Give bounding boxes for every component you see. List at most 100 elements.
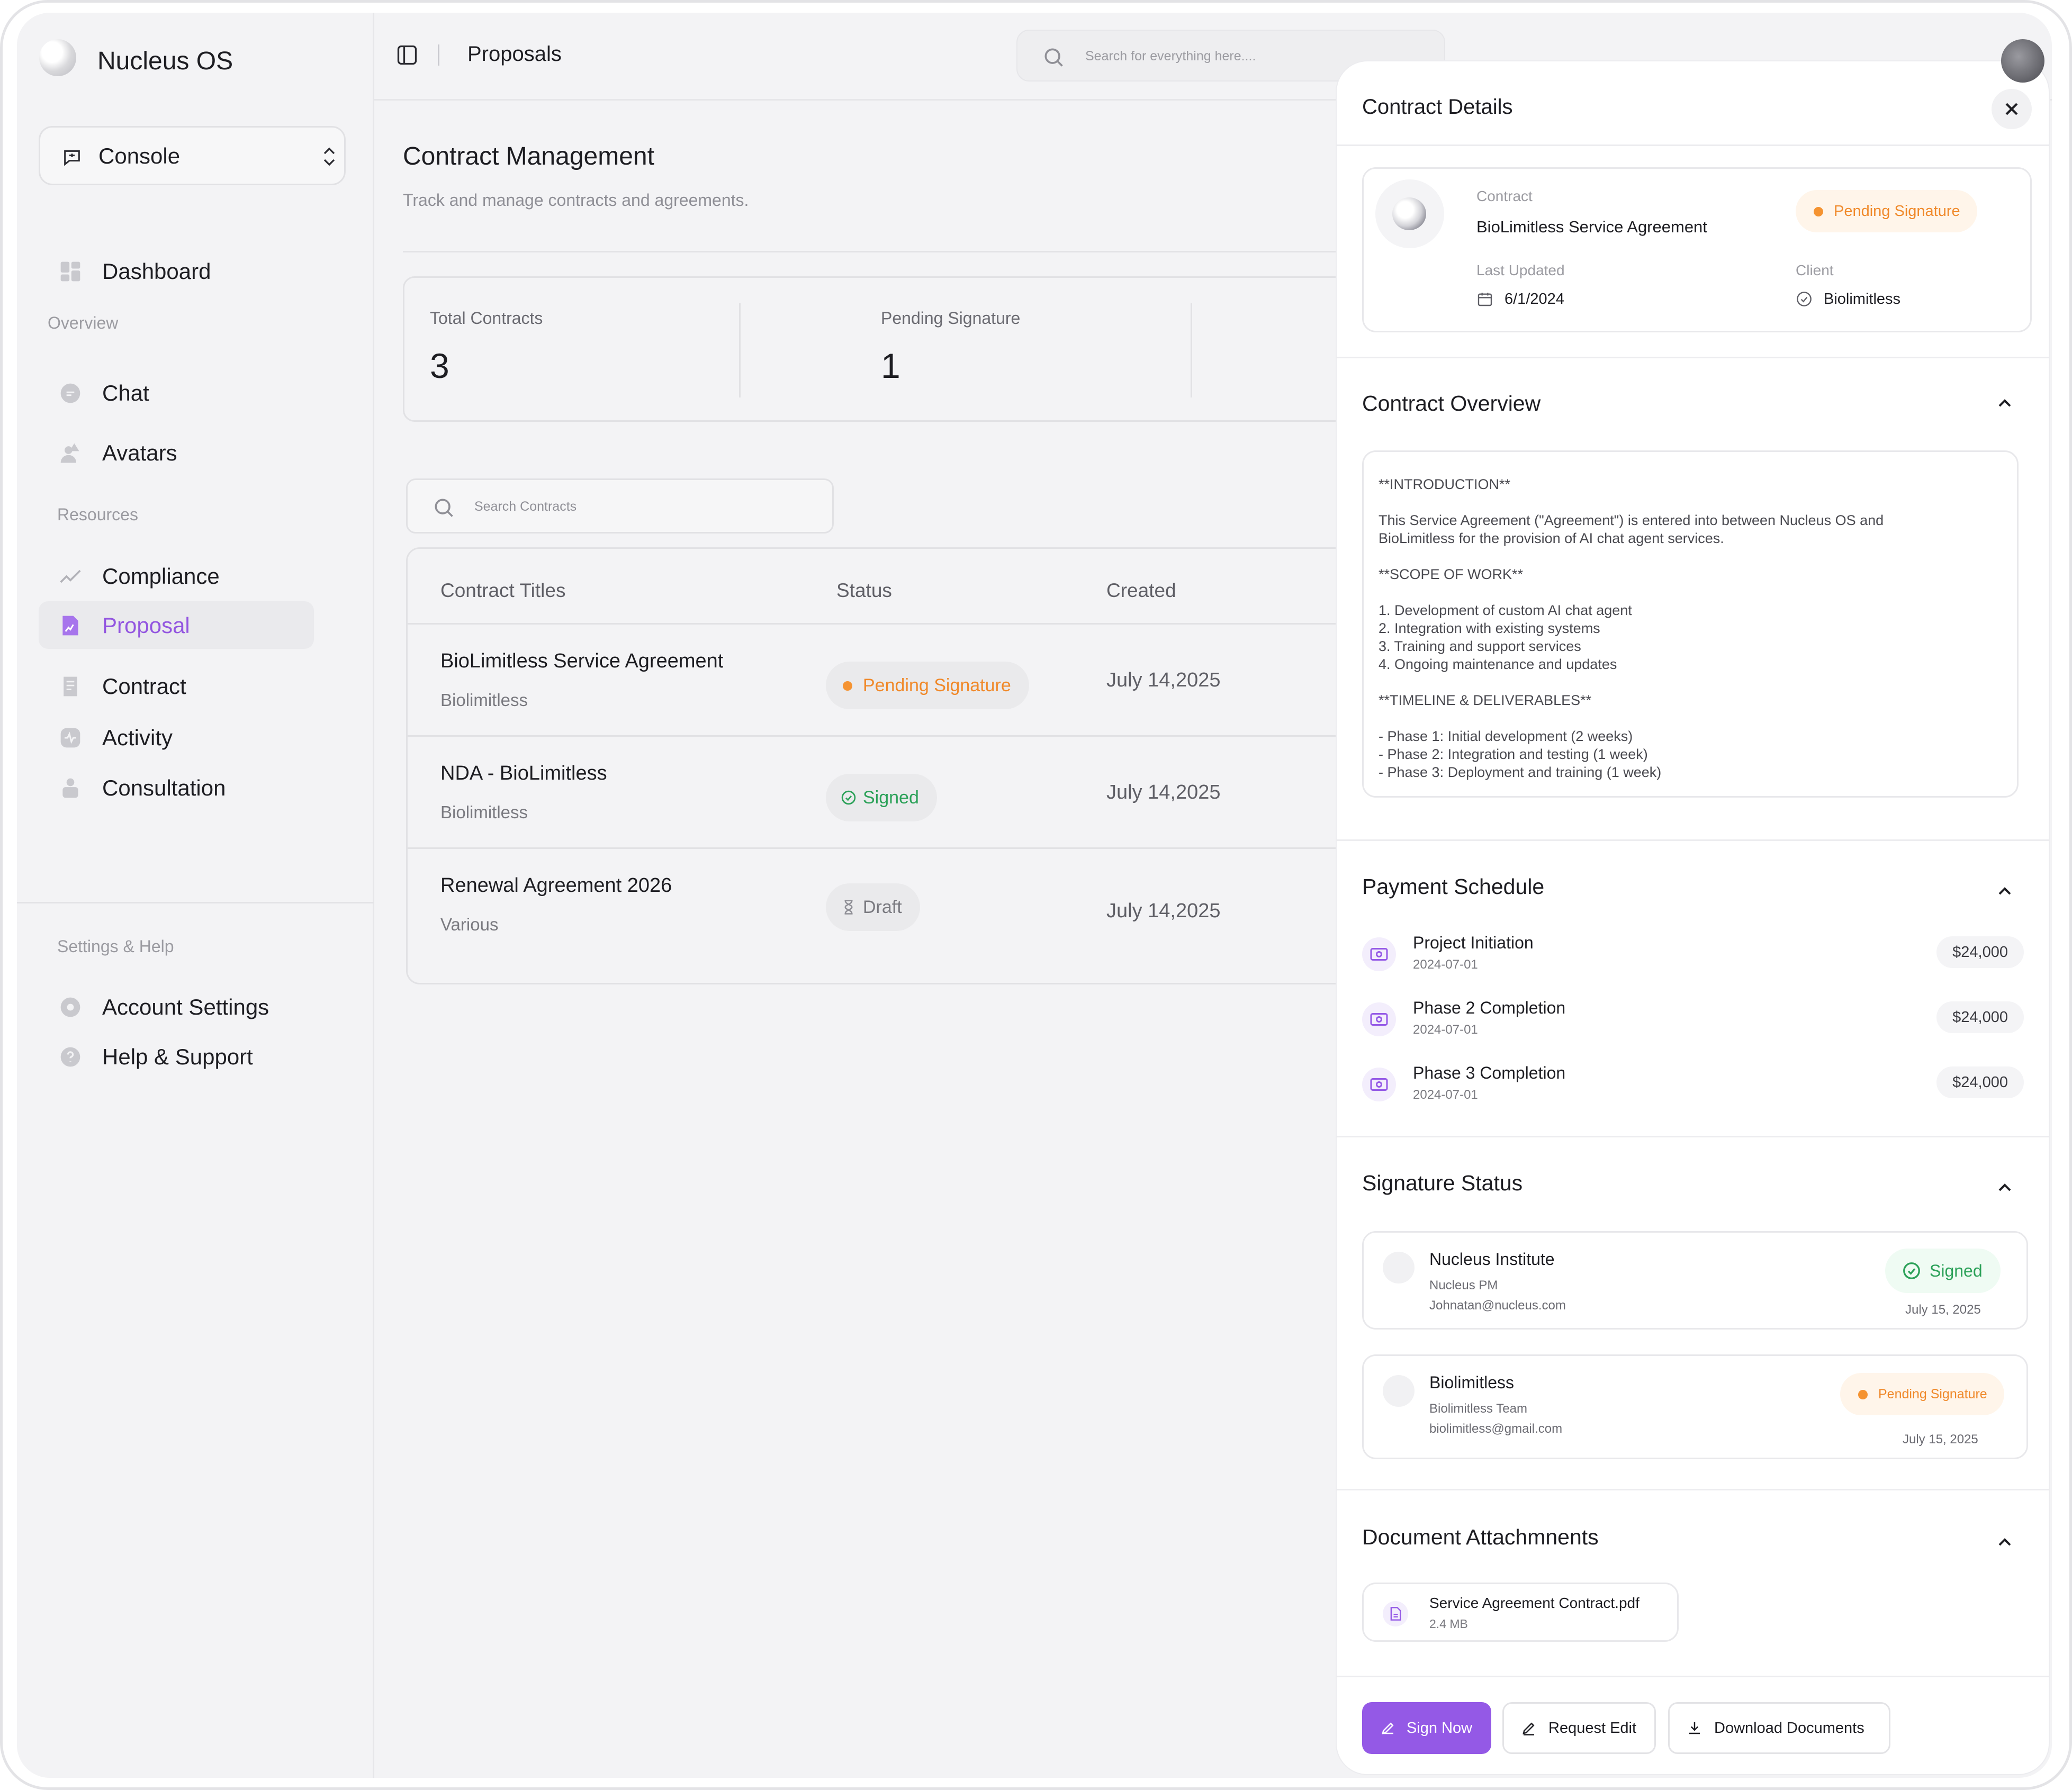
money-icon [1362, 937, 1396, 971]
sidebar-item-label: Consultation [102, 775, 226, 800]
divider [403, 251, 1377, 252]
client-label: Client [1796, 262, 1834, 278]
signer-email: biolimitless@gmail.com [1429, 1422, 1563, 1436]
search-icon [1044, 48, 1063, 67]
section-label-resources: Resources [57, 505, 138, 524]
sidebar-item-account-settings[interactable]: Account Settings [39, 983, 314, 1030]
row-divider [408, 847, 1400, 849]
sidebar-item-chat[interactable]: Chat [39, 369, 314, 417]
close-button[interactable] [1992, 89, 2032, 129]
signer-email: Johnatan@nucleus.com [1429, 1298, 1566, 1313]
sidebar-item-avatars[interactable]: Avatars [39, 429, 314, 476]
chevron-up-icon[interactable] [1994, 881, 2015, 902]
console-switcher[interactable]: Console [39, 126, 346, 185]
request-edit-label: Request Edit [1548, 1720, 1637, 1737]
attachments-title: Document Attachmnents [1362, 1525, 1599, 1549]
file-name: Service Agreement Contract.pdf [1429, 1595, 1639, 1611]
avatar-icon [60, 443, 79, 463]
contract-title: BioLimitless Service Agreement [440, 650, 724, 672]
sidebar: Nucleus OS Console Dashboard Overview Ch… [17, 13, 374, 1778]
last-updated-label: Last Updated [1476, 262, 1565, 278]
stat-divider [739, 303, 741, 397]
sidebar-item-proposal[interactable]: Proposal [39, 601, 314, 649]
user-avatar[interactable] [2001, 39, 2044, 83]
status-text: Pending Signature [1878, 1387, 1987, 1402]
contract-details-drawer: Contract Details Contract BioLimitless S… [1337, 61, 2049, 1774]
help-icon [60, 1047, 80, 1067]
divider [1337, 1676, 2049, 1677]
chevron-up-icon[interactable] [1994, 393, 2015, 414]
column-header-created: Created [1106, 580, 1176, 601]
status-text: Signed [863, 788, 919, 808]
search-placeholder: Search Contracts [474, 499, 577, 514]
sidebar-divider [17, 902, 374, 903]
sidebar-item-dashboard[interactable]: Dashboard [39, 247, 314, 295]
signer-role: Biolimitless Team [1429, 1402, 1527, 1416]
console-label: Console [98, 143, 181, 168]
file-size: 2.4 MB [1429, 1617, 1468, 1631]
status-badge: Signed [826, 774, 937, 821]
overview-line: - Phase 2: Integration and testing (1 we… [1379, 746, 1648, 762]
status-badge: Draft [826, 883, 920, 931]
overview-line: - Phase 3: Deployment and training (1 we… [1379, 764, 1662, 780]
table-row[interactable]: NDA - BioLimitless Biolimitless Signed J… [408, 737, 1400, 849]
client-value: Biolimitless [1824, 291, 1901, 308]
sidebar-item-help-support[interactable]: Help & Support [39, 1033, 314, 1080]
signature-card: Nucleus Institute Nucleus PM Johnatan@nu… [1362, 1231, 2028, 1330]
payment-amount: $24,000 [1936, 1066, 2024, 1098]
stat-value: 1 [881, 346, 900, 385]
download-documents-button[interactable]: Download Documents [1668, 1702, 1890, 1754]
calendar-icon [1478, 293, 1492, 306]
signature-card: Biolimitless Biolimitless Team biolimitl… [1362, 1354, 2028, 1459]
money-icon [1362, 1002, 1396, 1036]
avatar [1383, 1252, 1415, 1283]
app-window: Nucleus OS Console Dashboard Overview Ch… [17, 13, 2052, 1778]
chevron-up-icon[interactable] [1994, 1532, 2015, 1553]
contract-title: Renewal Agreement 2026 [440, 874, 672, 897]
signature-status-title: Signature Status [1362, 1171, 1523, 1195]
overview-line: **INTRODUCTION** [1379, 476, 1511, 492]
status-badge: Signed [1885, 1249, 2001, 1293]
sidebar-item-label: Proposal [102, 613, 190, 638]
sidebar-item-activity[interactable]: Activity [39, 713, 314, 761]
chevron-up-down-icon [323, 147, 335, 166]
signer-name: Nucleus Institute [1429, 1250, 1555, 1269]
payment-date: 2024-07-01 [1413, 1023, 1478, 1037]
verified-icon [1797, 292, 1812, 306]
overview-line: **SCOPE OF WORK** [1379, 566, 1524, 582]
chevron-up-icon[interactable] [1994, 1177, 2015, 1198]
table-row[interactable]: Renewal Agreement 2026 Various Draft Jul… [408, 849, 1400, 961]
divider [1337, 357, 2049, 358]
table-row[interactable]: BioLimitless Service Agreement Biolimitl… [408, 625, 1400, 737]
topbar-separator [438, 44, 439, 66]
sign-now-button[interactable]: Sign Now [1362, 1702, 1491, 1754]
stat-label: Total Contracts [430, 309, 543, 328]
overview-line: This Service Agreement ("Agreement") is … [1379, 512, 1884, 528]
sidebar-item-consultation[interactable]: Consultation [39, 764, 314, 811]
attachment-file[interactable]: Service Agreement Contract.pdf 2.4 MB [1362, 1583, 1679, 1642]
payment-item: Phase 3 Completion 2024-07-01 $24,000 [1362, 1058, 2024, 1116]
sidebar-item-compliance[interactable]: Compliance [39, 552, 314, 600]
divider [1337, 1136, 2049, 1137]
payment-amount: $24,000 [1936, 936, 2024, 968]
payment-date: 2024-07-01 [1413, 1088, 1478, 1102]
sidebar-item-label: Chat [102, 381, 149, 405]
global-search-input[interactable]: Search for everything here.... [1016, 30, 1445, 82]
top-right-actions [1870, 34, 2044, 87]
stat-value: 3 [430, 346, 449, 385]
contract-logo [1375, 179, 1444, 248]
app-logo [39, 39, 76, 76]
sidebar-toggle-icon[interactable] [395, 43, 419, 67]
divider [1337, 839, 2049, 841]
status-badge: Pending Signature [1796, 190, 1977, 232]
contracts-table: Contract Titles Status Created BioLimitl… [406, 547, 1401, 984]
status-text: Draft [863, 897, 902, 917]
last-updated-value: 6/1/2024 [1505, 291, 1564, 308]
sign-now-label: Sign Now [1407, 1720, 1473, 1737]
sidebar-item-contract[interactable]: Contract [39, 662, 314, 710]
request-edit-button[interactable]: Request Edit [1502, 1702, 1656, 1754]
contract-search-input[interactable]: Search Contracts [406, 478, 834, 534]
download-icon [1689, 1722, 1700, 1734]
status-text: Pending Signature [863, 675, 1011, 695]
divider [1337, 1489, 2049, 1490]
